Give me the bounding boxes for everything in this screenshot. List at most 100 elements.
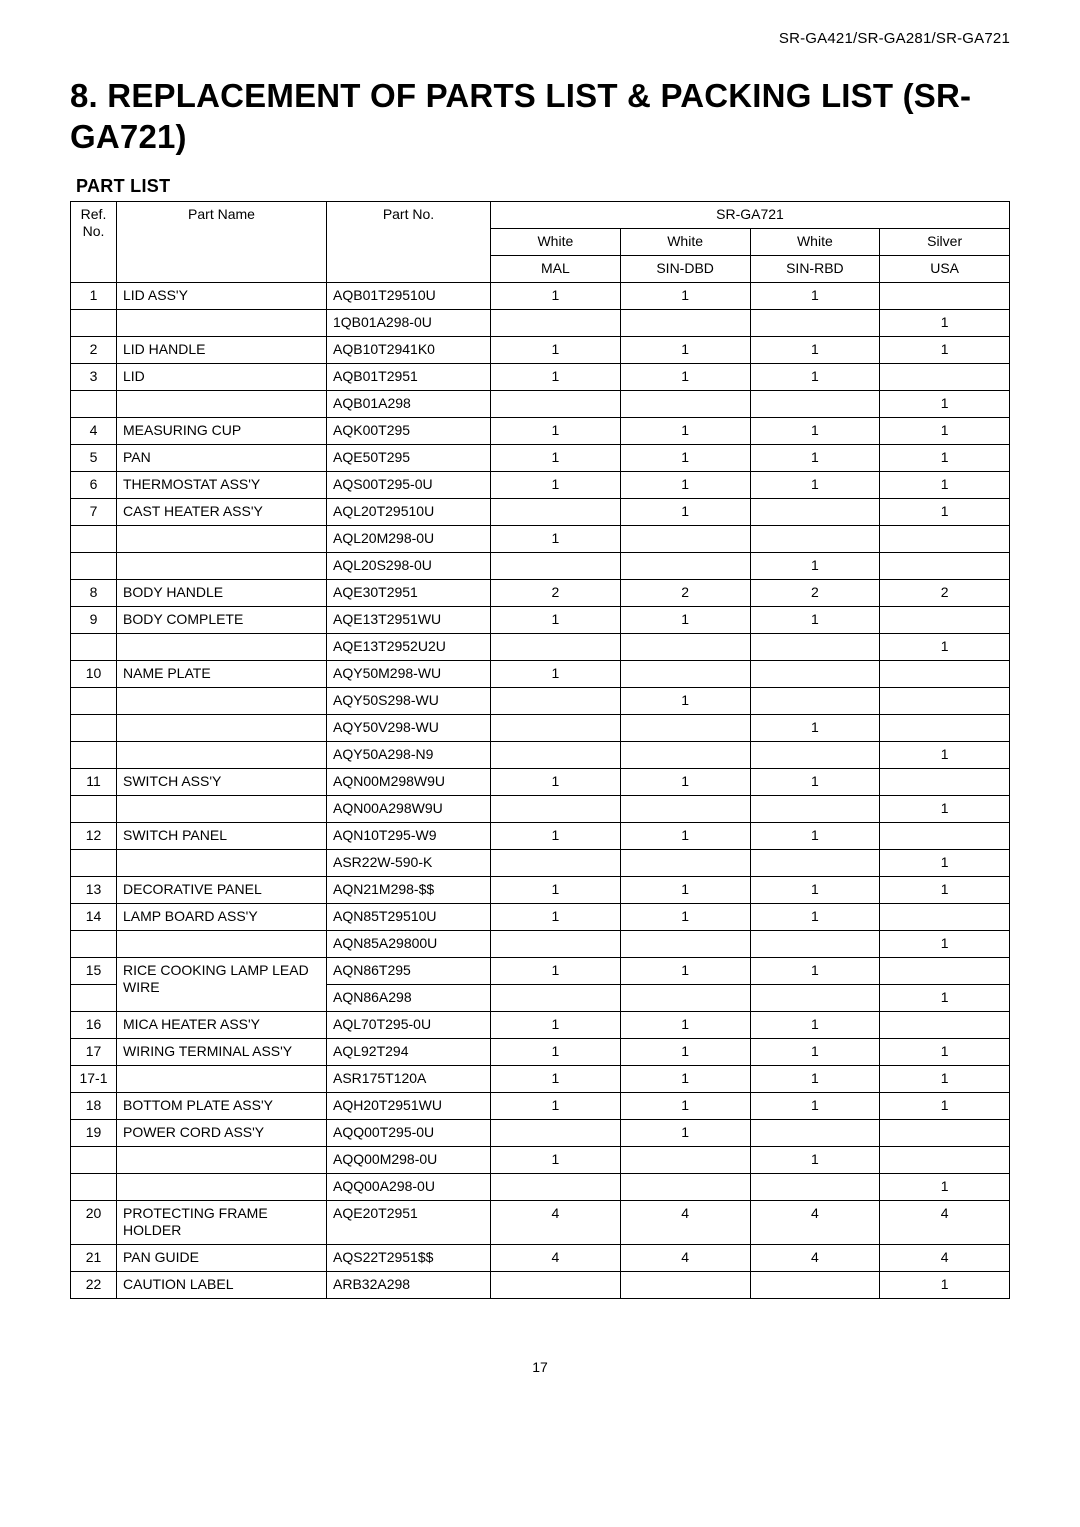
cell-qty <box>491 849 621 876</box>
cell-qty: 1 <box>620 768 750 795</box>
cell-ref <box>71 525 117 552</box>
cell-qty: 4 <box>620 1244 750 1271</box>
cell-name: LID ASS'Y <box>117 282 327 309</box>
cell-qty: 1 <box>880 471 1010 498</box>
parts-table: Ref. No. Part Name Part No. SR-GA721 Whi… <box>70 201 1010 1299</box>
cell-qty: 1 <box>750 822 880 849</box>
cell-qty: 1 <box>750 768 880 795</box>
th-ref-no: Ref. No. <box>71 201 117 282</box>
cell-partno: AQN86A298 <box>327 984 491 1011</box>
cell-qty: 1 <box>880 849 1010 876</box>
cell-qty: 1 <box>880 444 1010 471</box>
cell-qty: 1 <box>491 876 621 903</box>
cell-qty: 1 <box>880 1271 1010 1298</box>
cell-name: NAME PLATE <box>117 660 327 687</box>
cell-partno: AQL70T295-0U <box>327 1011 491 1038</box>
table-row: 8BODY HANDLEAQE30T29512222 <box>71 579 1010 606</box>
cell-qty: 1 <box>750 1146 880 1173</box>
cell-name <box>117 714 327 741</box>
cell-qty <box>491 795 621 822</box>
cell-qty <box>620 660 750 687</box>
cell-name <box>117 309 327 336</box>
th-region-0: MAL <box>491 255 621 282</box>
cell-partno: AQE20T2951 <box>327 1200 491 1244</box>
table-row: 6THERMOSTAT ASS'YAQS00T295-0U1111 <box>71 471 1010 498</box>
table-row: 9BODY COMPLETEAQE13T2951WU111 <box>71 606 1010 633</box>
cell-qty: 4 <box>750 1244 880 1271</box>
cell-qty <box>620 930 750 957</box>
cell-qty: 4 <box>880 1200 1010 1244</box>
cell-qty: 1 <box>491 660 621 687</box>
cell-name <box>117 687 327 714</box>
cell-qty: 1 <box>620 903 750 930</box>
th-region-2: SIN-RBD <box>750 255 880 282</box>
cell-qty <box>880 714 1010 741</box>
cell-qty <box>880 660 1010 687</box>
table-row: 18BOTTOM PLATE ASS'YAQH20T2951WU1111 <box>71 1092 1010 1119</box>
cell-name <box>117 741 327 768</box>
cell-ref <box>71 1173 117 1200</box>
cell-ref: 3 <box>71 363 117 390</box>
cell-qty: 1 <box>750 552 880 579</box>
cell-partno: ARB32A298 <box>327 1271 491 1298</box>
cell-qty <box>880 903 1010 930</box>
table-row: 17WIRING TERMINAL ASS'YAQL92T2941111 <box>71 1038 1010 1065</box>
cell-qty <box>750 795 880 822</box>
cell-qty: 4 <box>491 1244 621 1271</box>
table-row: 22CAUTION LABELARB32A2981 <box>71 1271 1010 1298</box>
cell-name: CAUTION LABEL <box>117 1271 327 1298</box>
cell-partno: AQY50V298-WU <box>327 714 491 741</box>
cell-ref: 11 <box>71 768 117 795</box>
cell-name <box>117 552 327 579</box>
cell-qty: 1 <box>491 606 621 633</box>
cell-name: PAN GUIDE <box>117 1244 327 1271</box>
cell-ref: 10 <box>71 660 117 687</box>
cell-ref <box>71 390 117 417</box>
cell-ref <box>71 849 117 876</box>
cell-ref: 9 <box>71 606 117 633</box>
cell-qty: 1 <box>491 1146 621 1173</box>
cell-partno: AQN21M298-$$ <box>327 876 491 903</box>
cell-qty: 1 <box>620 336 750 363</box>
cell-qty: 1 <box>620 822 750 849</box>
cell-qty: 1 <box>750 363 880 390</box>
cell-ref: 21 <box>71 1244 117 1271</box>
cell-qty <box>750 984 880 1011</box>
cell-qty <box>620 633 750 660</box>
cell-qty <box>750 525 880 552</box>
cell-ref: 17-1 <box>71 1065 117 1092</box>
cell-qty: 1 <box>750 1011 880 1038</box>
cell-qty <box>491 1173 621 1200</box>
cell-partno: AQS00T295-0U <box>327 471 491 498</box>
cell-qty <box>491 984 621 1011</box>
cell-name: CAST HEATER ASS'Y <box>117 498 327 525</box>
cell-qty: 1 <box>880 498 1010 525</box>
th-color-3: Silver <box>880 228 1010 255</box>
cell-qty: 1 <box>750 714 880 741</box>
cell-partno: AQE50T295 <box>327 444 491 471</box>
cell-name: LID HANDLE <box>117 336 327 363</box>
cell-qty: 4 <box>620 1200 750 1244</box>
cell-qty <box>620 1173 750 1200</box>
th-region-3: USA <box>880 255 1010 282</box>
cell-partno: AQN10T295-W9 <box>327 822 491 849</box>
cell-qty: 1 <box>491 903 621 930</box>
cell-partno: AQQ00T295-0U <box>327 1119 491 1146</box>
cell-ref: 20 <box>71 1200 117 1244</box>
table-row: AQY50V298-WU 1 <box>71 714 1010 741</box>
cell-qty <box>620 552 750 579</box>
cell-qty: 1 <box>491 768 621 795</box>
cell-partno: AQE30T2951 <box>327 579 491 606</box>
cell-ref <box>71 795 117 822</box>
cell-qty <box>620 984 750 1011</box>
cell-qty <box>880 687 1010 714</box>
cell-qty: 1 <box>880 1038 1010 1065</box>
cell-qty <box>750 660 880 687</box>
cell-qty <box>750 498 880 525</box>
cell-partno: AQB01T29510U <box>327 282 491 309</box>
cell-qty: 1 <box>750 903 880 930</box>
cell-qty: 1 <box>750 417 880 444</box>
cell-partno: ASR22W-590-K <box>327 849 491 876</box>
cell-qty <box>491 1119 621 1146</box>
cell-qty: 1 <box>491 1065 621 1092</box>
